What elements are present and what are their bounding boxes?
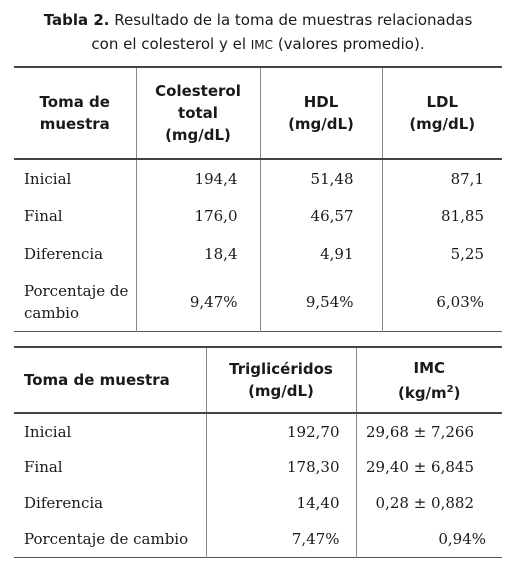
- t1-r2-colesterol: 176,0: [135, 197, 260, 235]
- t2-r1-trig: 192,70: [205, 413, 356, 449]
- t1-r4-label: Porcentaje de cambio: [24, 281, 129, 322]
- t1-header-ldl: LDL (mg/dL): [381, 67, 502, 159]
- t1-r3-colesterol: 18,4: [135, 235, 260, 273]
- table-row: Porcentaje de cambio 7,47% 0,94%: [14, 521, 502, 557]
- t1-r4-hdl: 9,54%: [259, 273, 382, 331]
- t2-r4-label: Porcentaje de cambio: [24, 529, 189, 548]
- t2-header-imc-main: IMC: [413, 358, 446, 377]
- table-1: Toma de muestra Colesterol total (mg/dL)…: [14, 66, 502, 332]
- t1-r1-hdl: 51,48: [259, 159, 382, 197]
- t1-r2-ldl: 81,85: [381, 197, 502, 235]
- table-row: Diferencia 18,4 4,91 5,25: [14, 235, 502, 273]
- t1-r3-label: Diferencia: [24, 245, 104, 263]
- t1-r1-label: Inicial: [24, 169, 72, 188]
- caption-text-1: Resultado de la toma de muestras relacio…: [109, 11, 473, 29]
- t2-header-imc: IMC (kg/m2): [355, 347, 503, 413]
- caption-line-2: con el colesterol y el IMC (valores prom…: [0, 32, 516, 57]
- t2-header-imc-sup: 2: [446, 383, 454, 395]
- t1-r3-hdl: 4,91: [259, 235, 382, 273]
- caption-text-2b: (valores promedio).: [273, 35, 425, 53]
- t1-header-toma: Toma de muestra: [39, 93, 110, 133]
- t2-r3-trig: 14,40: [205, 485, 356, 521]
- table-2: Toma de muestra Triglicéridos (mg/dL) IM…: [14, 346, 502, 558]
- t1-header-colesterol: Colesterol total (mg/dL): [135, 67, 260, 159]
- t2-r1-label: Inicial: [24, 422, 72, 441]
- caption-label: Tabla 2.: [43, 11, 110, 29]
- t1-r4-colesterol: 9,47%: [135, 273, 260, 331]
- t2-r1-imc: 29,68 ± 7,266: [355, 413, 502, 449]
- table-row: Final 178,30 29,40 ± 6,845: [14, 449, 502, 485]
- t1-r4-ldl: 6,03%: [381, 273, 502, 331]
- t1-r1-ldl: 87,1: [381, 159, 502, 197]
- t1-r1-colesterol: 194,4: [135, 159, 260, 197]
- t2-r3-label: Diferencia: [24, 494, 104, 512]
- caption-line-1: Tabla 2. Resultado de la toma de muestra…: [0, 8, 516, 32]
- t1-r3-ldl: 5,25: [381, 235, 502, 273]
- table-caption: Tabla 2. Resultado de la toma de muestra…: [0, 8, 516, 57]
- t1-r2-hdl: 46,57: [259, 197, 382, 235]
- table-row: Diferencia 14,40 0,28 ± 0,882: [14, 485, 502, 521]
- t2-header-imc-unit-line: (kg/m2): [357, 379, 503, 404]
- t2-r2-label: Final: [24, 458, 63, 476]
- t2-header-trigliceridos: Triglicéridos (mg/dL): [205, 347, 356, 413]
- t2-header-imc-close: ): [453, 383, 461, 402]
- t2-r2-imc: 29,40 ± 6,845: [355, 449, 502, 485]
- t2-r4-trig: 7,47%: [205, 521, 356, 557]
- table-row: Porcentaje de cambio 9,47% 9,54% 6,03%: [14, 273, 502, 331]
- t2-r4-imc: 0,94%: [355, 521, 502, 557]
- t2-r2-trig: 178,30: [205, 449, 356, 485]
- table-row: Final 176,0 46,57 81,85: [14, 197, 502, 235]
- caption-text-2a: con el colesterol y el: [91, 35, 251, 53]
- caption-text-2-imc: IMC: [250, 38, 274, 52]
- t2-r3-imc: 0,28 ± 0,882: [355, 485, 502, 521]
- t2-header-toma: Toma de muestra: [24, 371, 170, 389]
- t1-r2-label: Final: [24, 207, 63, 225]
- table-1-header-row: Toma de muestra Colesterol total (mg/dL)…: [14, 67, 502, 159]
- t2-header-imc-unit: (kg/m: [397, 383, 447, 402]
- table-2-header-row: Toma de muestra Triglicéridos (mg/dL) IM…: [14, 347, 502, 413]
- t1-header-hdl: HDL (mg/dL): [259, 67, 382, 159]
- table-row: Inicial 194,4 51,48 87,1: [14, 159, 502, 197]
- table-row: Inicial 192,70 29,68 ± 7,266: [14, 413, 502, 449]
